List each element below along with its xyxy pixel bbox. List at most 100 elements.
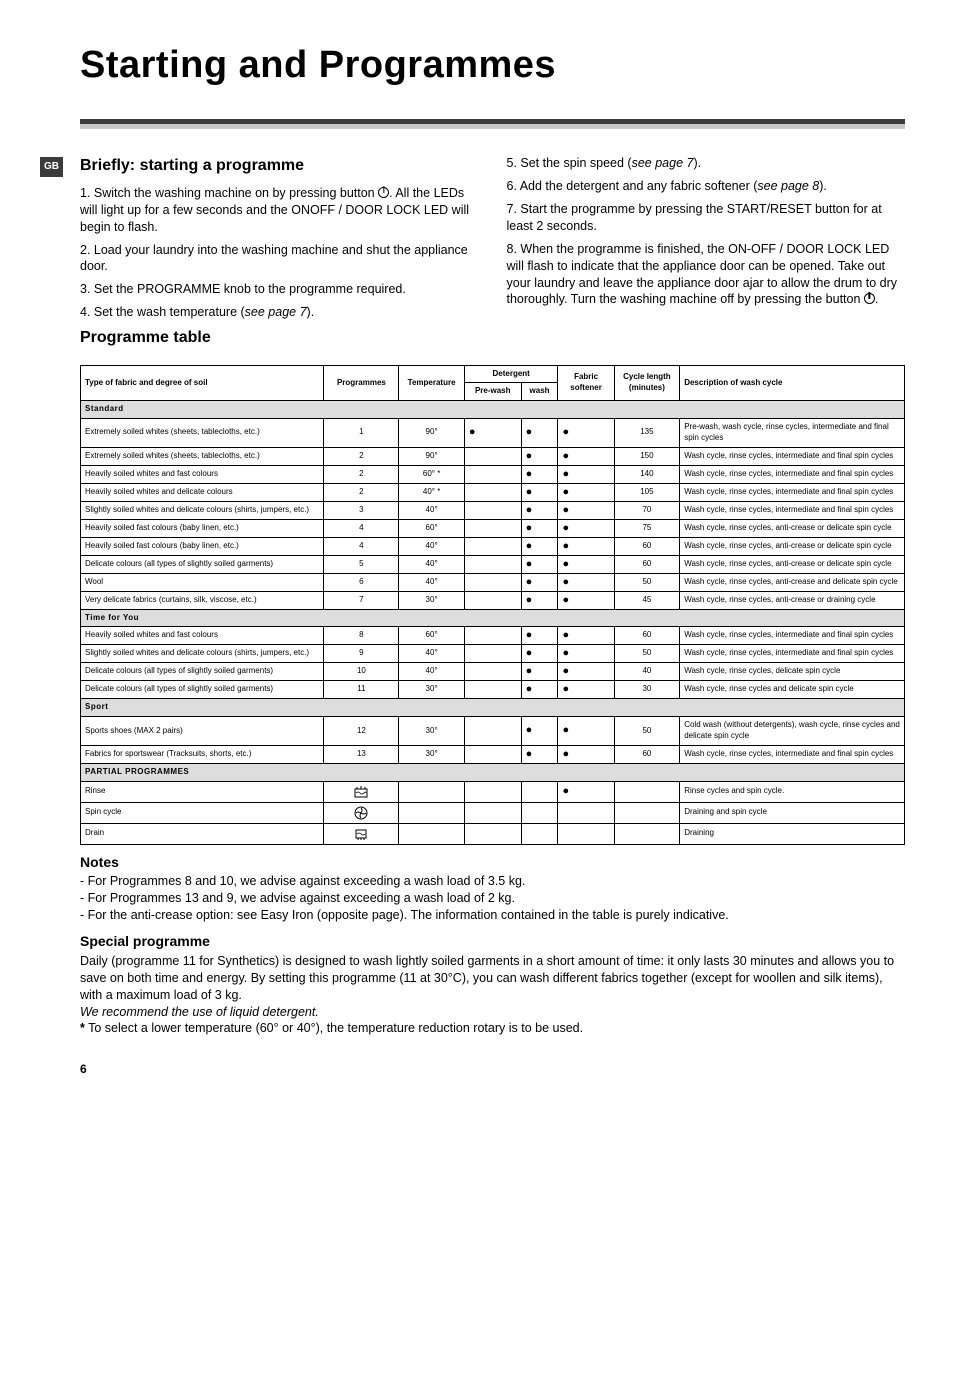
cell-prog: 2	[324, 465, 399, 483]
cell-fabric: Heavily soiled whites and delicate colou…	[81, 483, 324, 501]
cell-fabric: Spin cycle	[81, 802, 324, 823]
cell-prog: 11	[324, 681, 399, 699]
th-wash: wash	[521, 383, 558, 401]
th-softener: Fabric softener	[558, 365, 614, 401]
cell-temp: 40°	[399, 501, 465, 519]
special-em: We recommend the use of liquid detergent…	[80, 1005, 319, 1019]
special-body: Daily (programme 11 for Synthetics) is d…	[80, 953, 905, 1037]
table-row: Extremely soiled whites (sheets, tablecl…	[81, 447, 905, 465]
cell-wash: ●	[521, 745, 558, 763]
cell-wash	[521, 781, 558, 802]
cell-wash: ●	[521, 465, 558, 483]
table-row: Delicate colours (all types of slightly …	[81, 681, 905, 699]
table-row: Extremely soiled whites (sheets, tablecl…	[81, 419, 905, 448]
cell-desc: Cold wash (without detergents), wash cyc…	[680, 717, 905, 746]
step-item: 6. Add the detergent and any fabric soft…	[507, 178, 906, 195]
table-row: Sports shoes (MAX 2 pairs)1230°●●50Cold …	[81, 717, 905, 746]
th-prog: Programmes	[324, 365, 399, 401]
cell-soft: ●	[558, 663, 614, 681]
cell-len: 140	[614, 465, 680, 483]
table-row: Delicate colours (all types of slightly …	[81, 663, 905, 681]
language-badge: GB	[40, 157, 63, 177]
cell-desc: Wash cycle, rinse cycles, intermediate a…	[680, 501, 905, 519]
cell-len: 105	[614, 483, 680, 501]
cell-pre	[464, 591, 521, 609]
cell-prog: 13	[324, 745, 399, 763]
cell-temp: 60°	[399, 519, 465, 537]
cell-temp: 40° *	[399, 483, 465, 501]
cell-temp: 40°	[399, 645, 465, 663]
cell-prog: 10	[324, 663, 399, 681]
cell-len: 30	[614, 681, 680, 699]
table-row: Heavily soiled fast colours (baby linen,…	[81, 519, 905, 537]
cell-wash: ●	[521, 681, 558, 699]
cell-fabric: Heavily soiled whites and fast colours	[81, 465, 324, 483]
cell-temp	[399, 781, 465, 802]
cell-pre	[464, 645, 521, 663]
right-steps: 5. Set the spin speed (see page 7). 6. A…	[507, 155, 906, 308]
cell-fabric: Slightly soiled whites and delicate colo…	[81, 645, 324, 663]
th-desc: Description of wash cycle	[680, 365, 905, 401]
cell-desc: Wash cycle, rinse cycles, intermediate a…	[680, 627, 905, 645]
cell-len: 60	[614, 555, 680, 573]
cell-pre	[464, 447, 521, 465]
cell-wash: ●	[521, 501, 558, 519]
cell-wash: ●	[521, 447, 558, 465]
cell-fabric: Wool	[81, 573, 324, 591]
cell-soft: ●	[558, 627, 614, 645]
table-section-row: Time for You	[81, 609, 905, 627]
cell-desc: Wash cycle, rinse cycles, anti-crease or…	[680, 591, 905, 609]
notes-heading: Notes	[80, 853, 905, 872]
cell-pre	[464, 483, 521, 501]
cell-temp	[399, 802, 465, 823]
cell-desc: Wash cycle, rinse cycles and delicate sp…	[680, 681, 905, 699]
cell-pre	[464, 501, 521, 519]
cell-len: 50	[614, 717, 680, 746]
cell-pre	[464, 745, 521, 763]
left-column: Briefly: starting a programme 1. Switch …	[80, 155, 479, 354]
table-section-row: Standard	[81, 401, 905, 419]
cell-pre	[464, 537, 521, 555]
cell-len: 75	[614, 519, 680, 537]
cell-desc: Pre-wash, wash cycle, rinse cycles, inte…	[680, 419, 905, 448]
cell-len: 60	[614, 537, 680, 555]
cell-pre	[464, 627, 521, 645]
cell-desc: Wash cycle, rinse cycles, intermediate a…	[680, 745, 905, 763]
cell-pre	[464, 681, 521, 699]
cell-prog: 7	[324, 591, 399, 609]
cell-len: 50	[614, 573, 680, 591]
cell-temp: 40°	[399, 555, 465, 573]
cell-temp: 60°	[399, 627, 465, 645]
cell-fabric: Slightly soiled whites and delicate colo…	[81, 501, 324, 519]
power-icon	[864, 293, 875, 304]
cell-soft	[558, 802, 614, 823]
th-prewash: Pre-wash	[464, 383, 521, 401]
note-line: - For Programmes 13 and 9, we advise aga…	[80, 890, 905, 907]
cell-temp: 90°	[399, 447, 465, 465]
cell-soft: ●	[558, 483, 614, 501]
cell-soft: ●	[558, 501, 614, 519]
cell-pre	[464, 781, 521, 802]
cell-soft: ●	[558, 591, 614, 609]
table-section-row: Sport	[81, 699, 905, 717]
cell-wash: ●	[521, 627, 558, 645]
programme-table: Type of fabric and degree of soil Progra…	[80, 365, 905, 845]
cell-fabric: Heavily soiled whites and fast colours	[81, 627, 324, 645]
cell-temp: 30°	[399, 745, 465, 763]
power-icon	[378, 187, 389, 198]
special-footnote: To select a lower temperature (60° or 40…	[88, 1021, 583, 1035]
cell-prog: 2	[324, 447, 399, 465]
cell-desc: Wash cycle, rinse cycles, anti-crease or…	[680, 537, 905, 555]
cell-wash: ●	[521, 717, 558, 746]
briefly-heading: Briefly: starting a programme	[80, 155, 479, 177]
cell-temp: 90°	[399, 419, 465, 448]
table-row: Heavily soiled whites and fast colours86…	[81, 627, 905, 645]
cell-soft: ●	[558, 465, 614, 483]
cell-fabric: Delicate colours (all types of slightly …	[81, 555, 324, 573]
special-text: Daily (programme 11 for Synthetics) is d…	[80, 954, 894, 1002]
cell-len: 40	[614, 663, 680, 681]
cell-temp: 30°	[399, 717, 465, 746]
cell-len: 50	[614, 645, 680, 663]
table-row: Slightly soiled whites and delicate colo…	[81, 501, 905, 519]
table-row: Slightly soiled whites and delicate colo…	[81, 645, 905, 663]
